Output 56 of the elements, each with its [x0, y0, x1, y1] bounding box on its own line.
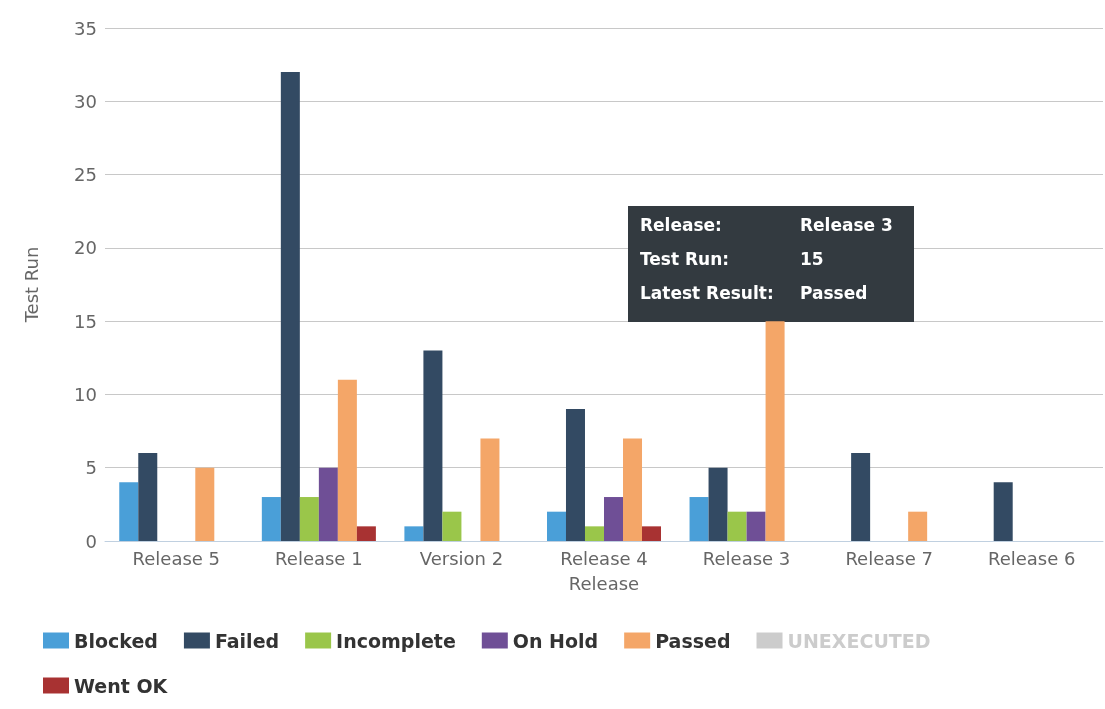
legend-label: On Hold: [512, 629, 599, 652]
y-axis-title: Test Run: [20, 246, 42, 324]
bar: [356, 526, 376, 541]
annotation: Release 3: [800, 214, 893, 235]
y-tick-label: 35: [74, 17, 97, 39]
annotation: Latest Result:: [640, 282, 774, 303]
y-tick-label: 20: [74, 237, 97, 259]
bar: [119, 482, 139, 541]
bar: [138, 453, 158, 541]
bar: [195, 467, 215, 541]
bar: [565, 409, 585, 541]
bar: [727, 511, 747, 541]
bar: [442, 511, 462, 541]
x-axis-title: Release: [568, 572, 640, 594]
bar: [299, 497, 319, 541]
bar: [318, 467, 338, 541]
bar: [423, 350, 443, 541]
bar: [546, 511, 566, 541]
x-tick-label: Release 1: [275, 547, 363, 569]
y-tick-label: 15: [74, 310, 97, 332]
bar: [851, 453, 871, 541]
legend-label: Blocked: [74, 629, 158, 652]
bar: [480, 438, 500, 541]
bar: [908, 511, 928, 541]
bar: [993, 482, 1013, 541]
bar: [261, 497, 281, 541]
x-tick-label: Release 5: [132, 547, 221, 569]
bar: [623, 438, 643, 541]
annotation: Release:: [640, 214, 722, 235]
x-tick-label: Release 6: [987, 547, 1076, 569]
bar: [765, 321, 785, 541]
x-tick-label: Release 3: [702, 547, 791, 569]
legend-label: Went OK: [74, 674, 169, 697]
y-tick-label: 25: [74, 164, 97, 186]
bar: [337, 379, 357, 541]
legend-label: Incomplete: [336, 629, 456, 652]
bar: [584, 526, 604, 541]
bar: [746, 511, 766, 541]
annotation: Test Run:: [640, 248, 730, 269]
bar: [689, 497, 709, 541]
y-tick-label: 0: [85, 530, 97, 552]
y-tick-label: 10: [74, 383, 97, 405]
legend-label: Failed: [214, 629, 280, 652]
annotation: 15: [800, 248, 824, 269]
annotation: Passed: [800, 282, 868, 303]
bar: [404, 526, 424, 541]
x-tick-label: Version 2: [419, 547, 504, 569]
x-tick-label: Release 4: [560, 547, 648, 569]
bar: [280, 71, 300, 541]
bar: [708, 467, 728, 541]
y-tick-label: 5: [85, 457, 97, 479]
legend-label: Passed: [655, 629, 731, 652]
bar: [642, 526, 662, 541]
x-tick-label: Release 7: [845, 547, 933, 569]
bar: [604, 497, 624, 541]
y-tick-label: 30: [74, 90, 97, 112]
